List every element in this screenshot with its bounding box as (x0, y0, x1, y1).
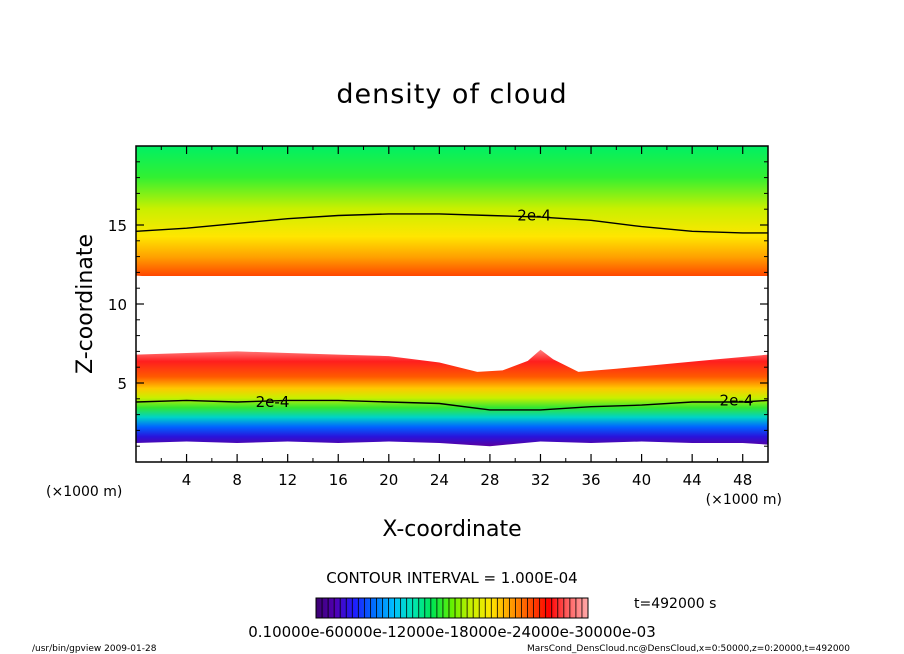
x-tick-label: 8 (232, 471, 242, 489)
lower-cloud-band (136, 349, 768, 447)
time-label: t=492000 s (634, 596, 716, 612)
contour-label: 2e-4 (720, 391, 754, 409)
y-axis-ticks: 5 10 15 (108, 161, 768, 447)
upper-cloud-region (136, 146, 768, 276)
contour-label: 2e-4 (517, 207, 551, 225)
contour-labels: 2e-4 2e-4 2e-4 (256, 207, 754, 411)
x-unit-left: (×1000 m) (46, 484, 122, 500)
colorbar-fill (315, 597, 589, 619)
x-tick-label: 28 (480, 471, 499, 489)
x-axis-label: X-coordinate (382, 517, 521, 542)
x-axis-ticks: 4 8 12 16 20 24 28 32 36 40 44 48 (160, 146, 752, 489)
y-tick-label: 15 (108, 217, 127, 235)
x-tick-label: 20 (379, 471, 398, 489)
plot-area: 2e-4 2e-4 2e-4 (136, 146, 768, 462)
y-axis-label: Z-coordinate (73, 234, 98, 374)
y-tick-label: 10 (108, 296, 127, 314)
x-unit-right: (×1000 m) (706, 492, 782, 508)
x-tick-label: 40 (632, 471, 651, 489)
footer-left: /usr/bin/gpview 2009-01-28 (32, 644, 157, 654)
y-tick-label: 5 (117, 375, 127, 393)
x-tick-label: 24 (430, 471, 449, 489)
contour-line-lower (136, 399, 768, 411)
x-tick-label: 16 (329, 471, 348, 489)
x-tick-label: 44 (683, 471, 702, 489)
contour-label: 2e-4 (256, 393, 290, 411)
colorbar-ticks (321, 598, 583, 618)
x-tick-label: 4 (182, 471, 192, 489)
contour-line-upper (136, 213, 768, 234)
colorbar-labels: 0.10000e-60000e-12000e-18000e-24000e-300… (248, 623, 656, 641)
colorbar (315, 597, 589, 619)
chart-title: density of cloud (336, 79, 567, 110)
contour-interval-text: CONTOUR INTERVAL = 1.000E-04 (326, 569, 577, 587)
x-tick-label: 32 (531, 471, 550, 489)
footer-right: MarsCond_DensCloud.nc@DensCloud,x=0:5000… (527, 644, 850, 654)
x-tick-label: 36 (581, 471, 600, 489)
x-tick-label: 48 (733, 471, 752, 489)
x-tick-label: 12 (278, 471, 297, 489)
